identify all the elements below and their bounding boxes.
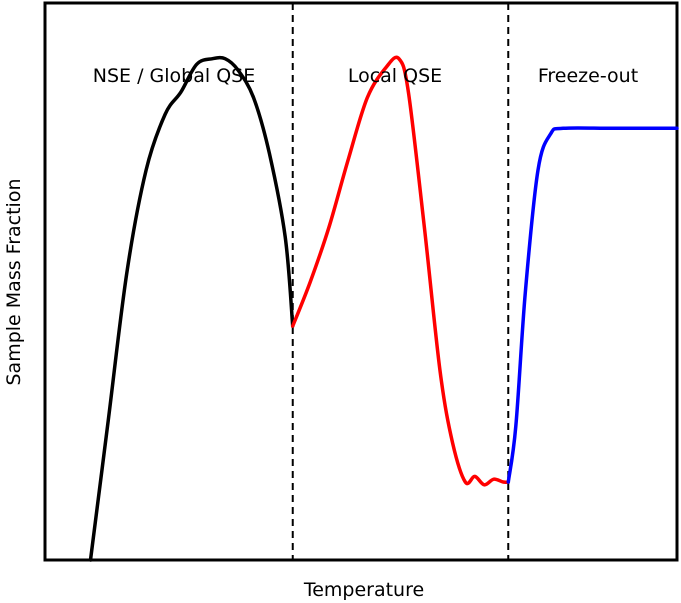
series-curves [88, 55, 679, 562]
region-label-nse: NSE / Global QSE [93, 65, 255, 87]
series-line-local-qse [290, 55, 511, 487]
series-line-freeze-out [506, 126, 679, 484]
series-line-nse-global-qse [88, 55, 295, 562]
region-boundaries [291, 3, 510, 560]
plot-frame [43, 1, 679, 562]
region-label-freeze-out: Freeze-out [538, 65, 638, 87]
x-axis-label: Temperature [303, 579, 424, 601]
region-label-local-qse: Local QSE [348, 65, 442, 87]
y-axis-label: Sample Mass Fraction [3, 179, 25, 386]
